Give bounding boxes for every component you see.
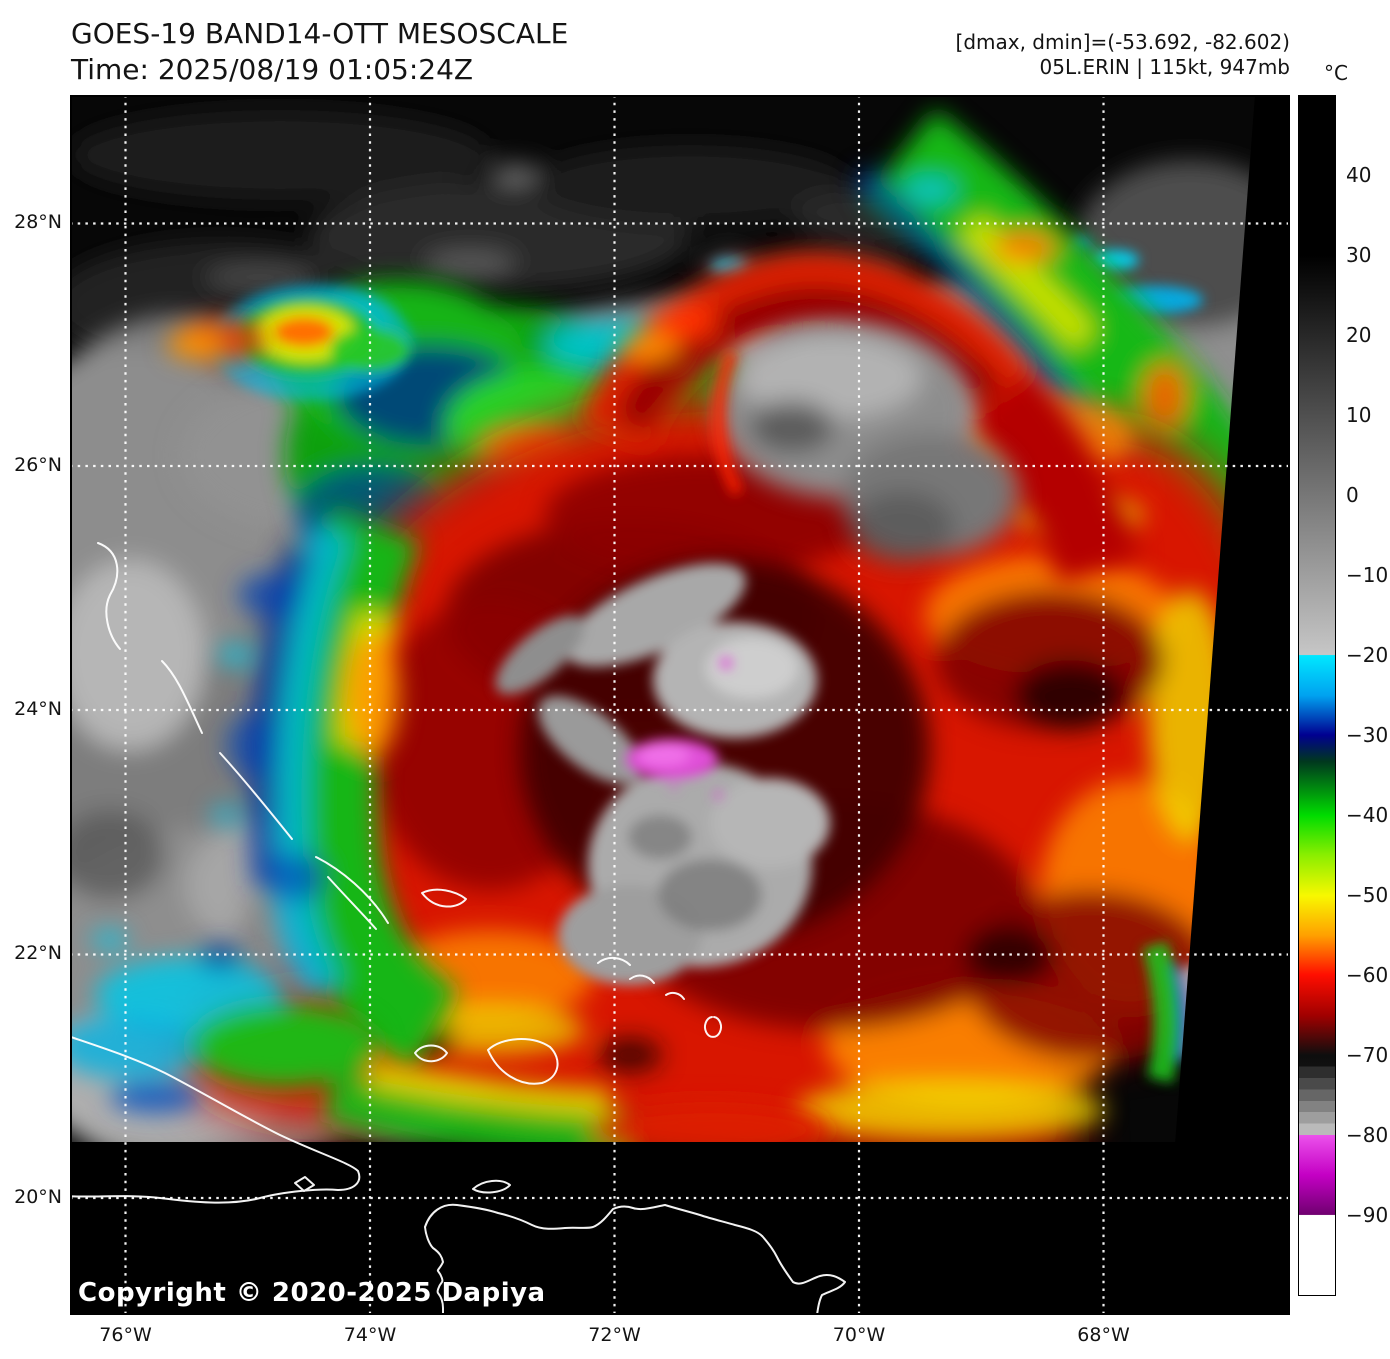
scan-edge-wedge [1162, 95, 1290, 1315]
plot-frame [70, 95, 1290, 1315]
colorbar-tick-label: 30 [1346, 243, 1372, 267]
colorbar-tick-label: 20 [1346, 323, 1372, 347]
colorbar-tick-label: −50 [1346, 883, 1389, 907]
lat-label-24n: 24°N [14, 698, 62, 720]
satellite-plot [64, 95, 1290, 1316]
colorbar-tick-label: −60 [1346, 963, 1389, 987]
colorbar-tick-label: −70 [1346, 1043, 1389, 1067]
page-title: GOES-19 BAND14-OTT MESOSCALE [71, 17, 569, 50]
colorbar-tick-label: 10 [1346, 403, 1372, 427]
grid-lines [70, 95, 1290, 1315]
title-block: GOES-19 BAND14-OTT MESOSCALE Time: 2025/… [71, 16, 568, 88]
lat-label-26n: 26°N [14, 454, 62, 476]
colorbar-gradient [1298, 95, 1336, 1296]
annotation-block: [dmax, dmin]=(-53.692, -82.602) 05L.ERIN… [956, 30, 1290, 80]
lat-label-22n: 22°N [14, 942, 62, 964]
dry-slot-region [167, 251, 1141, 584]
lon-label-68w: 68°W [1077, 1324, 1130, 1346]
colorbar-tick-label: −80 [1346, 1123, 1389, 1147]
storm-annotation: 05L.ERIN | 115kt, 947mb [1039, 55, 1290, 79]
colorbar-unit-label: °C [1324, 61, 1348, 85]
colorbar-tick-label: 0 [1346, 483, 1359, 507]
bottom-black-band [70, 1142, 1290, 1315]
lat-label-20n: 20°N [14, 1186, 62, 1208]
lon-label-76w: 76°W [99, 1324, 152, 1346]
satellite-image [64, 95, 1290, 1316]
colorbar-tick-label: −40 [1346, 803, 1389, 827]
colorbar-tick-label: −90 [1346, 1203, 1389, 1227]
dmax-dmin-annotation: [dmax, dmin]=(-53.692, -82.602) [955, 30, 1290, 54]
lon-label-74w: 74°W [343, 1324, 397, 1346]
west-green-arc [212, 507, 460, 1072]
lon-label-70w: 70°W [832, 1324, 886, 1346]
lat-label-28n: 28°N [14, 211, 62, 233]
colorbar-tick-label: −30 [1346, 723, 1389, 747]
northwest-storm-cell [212, 285, 412, 401]
colorbar-tick-label: −20 [1346, 643, 1389, 667]
timestamp: Time: 2025/08/19 01:05:24Z [71, 53, 474, 86]
lon-label-72w: 72°W [588, 1324, 641, 1346]
coastlines [64, 542, 846, 1316]
colorbar-tick-label: −10 [1346, 563, 1389, 587]
copyright-label: Copyright © 2020-2025 Dapiya [78, 1278, 546, 1308]
colorbar-tick-label: 40 [1346, 163, 1372, 187]
